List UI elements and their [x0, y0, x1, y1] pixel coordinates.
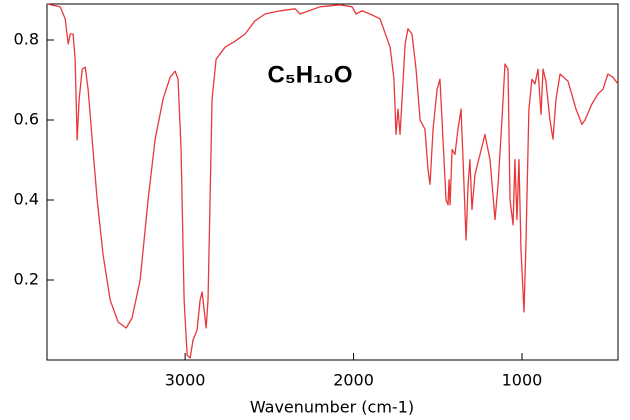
- x-tick-label: 2000: [333, 371, 374, 390]
- y-tick-label: 0.2: [14, 270, 39, 289]
- x-tick-label: 1000: [502, 371, 543, 390]
- formula-annotation: C₅H₁₀O: [267, 61, 352, 88]
- spectrum-line: [47, 3, 619, 359]
- x-tick-label: 3000: [165, 371, 206, 390]
- x-axis-label: Wavenumber (cm-1): [250, 398, 414, 417]
- y-tick-label: 0.4: [14, 190, 39, 209]
- plot-frame: [46, 3, 619, 361]
- y-tick-label: 0.6: [14, 110, 39, 129]
- y-tick-label: 0.8: [14, 30, 39, 49]
